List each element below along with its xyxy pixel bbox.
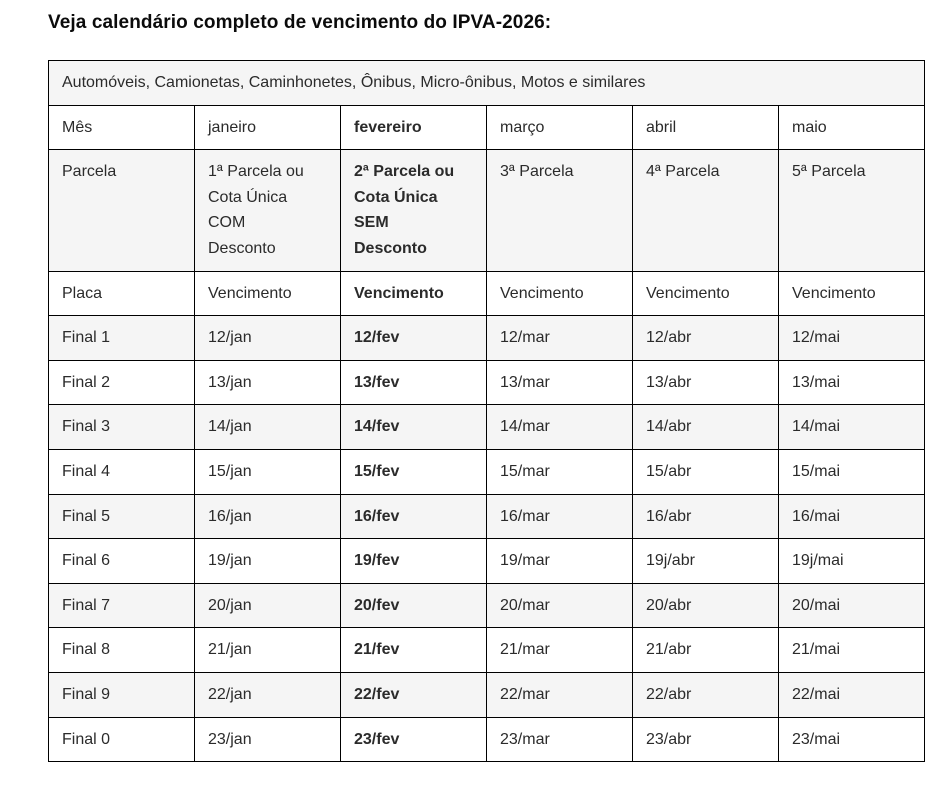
value-cell: 16/jan	[194, 493, 341, 540]
value-cell: 13/mar	[486, 359, 633, 406]
value-cell: 20/mai	[778, 582, 925, 629]
row-label-cell: Final 3	[48, 404, 195, 450]
value-cell: 21/abr	[632, 627, 779, 673]
value-cell: maio	[778, 104, 925, 151]
value-cell: 16/abr	[632, 493, 779, 540]
value-cell: 12/mai	[778, 315, 925, 361]
value-cell: 21/mar	[486, 627, 633, 673]
value-cell: 4ª Parcela	[632, 149, 779, 272]
value-cell: Vencimento	[340, 270, 487, 317]
row-label-cell: Final 4	[48, 448, 195, 495]
row-label-cell: Final 8	[48, 627, 195, 673]
table-row: Final 2 13/jan 13/fev 13/mar 13/abr 13/mai	[48, 359, 925, 406]
value-cell: 21/jan	[194, 627, 341, 673]
value-cell: 3ª Parcela	[486, 149, 633, 272]
value-cell: 14/fev	[340, 404, 487, 450]
table-row: Final 4 15/jan 15/fev 15/mar 15/abr 15/mai	[48, 448, 925, 495]
value-cell: 23/mar	[486, 716, 633, 763]
vehicle-types-caption-cell: Automóveis, Camionetas, Caminhonetes, Ôn…	[48, 60, 925, 106]
value-cell: 22/mar	[486, 671, 633, 718]
value-cell: 21/mai	[778, 627, 925, 673]
value-cell: 19/jan	[194, 538, 341, 584]
table-row: Final 6 19/jan 19/fev 19/mar 19j/abr 19j/mai	[48, 538, 925, 584]
value-cell: 2ª Parcela ou Cota Única SEM Desconto	[340, 149, 487, 272]
value-cell: 22/abr	[632, 671, 779, 718]
value-cell: Vencimento	[486, 270, 633, 317]
value-cell: 16/mar	[486, 493, 633, 540]
header-row: Mês janeiro fevereiro março abril maio	[48, 104, 925, 151]
value-cell: fevereiro	[340, 104, 487, 151]
value-cell: 13/abr	[632, 359, 779, 406]
value-cell: 19/mar	[486, 538, 633, 584]
value-cell: 22/mai	[778, 671, 925, 718]
value-cell: 15/fev	[340, 448, 487, 495]
row-label-cell: Mês	[48, 104, 195, 151]
table-row: Final 5 16/jan 16/fev 16/mar 16/abr 16/mai	[48, 493, 925, 540]
value-cell: 23/fev	[340, 716, 487, 763]
row-label-cell: Final 0	[48, 716, 195, 763]
table-row: Final 0 23/jan 23/fev 23/mar 23/abr 23/mai	[48, 716, 925, 763]
value-cell: 12/fev	[340, 315, 487, 361]
row-label-cell: Final 6	[48, 538, 195, 584]
row-label-cell: Final 1	[48, 315, 195, 361]
row-label-cell: Final 7	[48, 582, 195, 629]
vehicle-types-caption-row: Automóveis, Camionetas, Caminhonetes, Ôn…	[48, 60, 925, 106]
value-cell: 19j/mai	[778, 538, 925, 584]
value-cell: 20/jan	[194, 582, 341, 629]
value-cell: 20/fev	[340, 582, 487, 629]
value-cell: 15/mai	[778, 448, 925, 495]
table-row: Final 9 22/jan 22/fev 22/mar 22/abr 22/mai	[48, 671, 925, 718]
row-label-cell: Final 9	[48, 671, 195, 718]
value-cell: 16/mai	[778, 493, 925, 540]
ipva-calendar-table: Automóveis, Camionetas, Caminhonetes, Ôn…	[48, 60, 925, 763]
table-body: Automóveis, Camionetas, Caminhonetes, Ôn…	[48, 60, 925, 763]
value-cell: 19/fev	[340, 538, 487, 584]
value-cell: 23/jan	[194, 716, 341, 763]
row-label-cell: Final 5	[48, 493, 195, 540]
value-cell: Vencimento	[194, 270, 341, 317]
value-cell: 12/abr	[632, 315, 779, 361]
table-row: Final 8 21/jan 21/fev 21/mar 21/abr 21/mai	[48, 627, 925, 673]
value-cell: abril	[632, 104, 779, 151]
value-cell: 5ª Parcela	[778, 149, 925, 272]
value-cell: 14/abr	[632, 404, 779, 450]
row-label-cell: Parcela	[48, 149, 195, 272]
value-cell: 12/mar	[486, 315, 633, 361]
value-cell: 1ª Parcela ou Cota Única COM Desconto	[194, 149, 341, 272]
row-label-cell: Placa	[48, 270, 195, 317]
value-cell: 15/abr	[632, 448, 779, 495]
value-cell: março	[486, 104, 633, 151]
table-row: Final 1 12/jan 12/fev 12/mar 12/abr 12/mai	[48, 315, 925, 361]
value-cell: 14/jan	[194, 404, 341, 450]
table-row: Final 7 20/jan 20/fev 20/mar 20/abr 20/mai	[48, 582, 925, 629]
value-cell: 23/abr	[632, 716, 779, 763]
value-cell: 14/mar	[486, 404, 633, 450]
value-cell: 22/fev	[340, 671, 487, 718]
value-cell: Vencimento	[632, 270, 779, 317]
value-cell: janeiro	[194, 104, 341, 151]
value-cell: 13/jan	[194, 359, 341, 406]
value-cell: Vencimento	[778, 270, 925, 317]
value-cell: 13/fev	[340, 359, 487, 406]
value-cell: 20/mar	[486, 582, 633, 629]
value-cell: 21/fev	[340, 627, 487, 673]
value-cell: 22/jan	[194, 671, 341, 718]
header-row: Placa Vencimento Vencimento Vencimento Venci…	[48, 270, 925, 317]
value-cell: 19j/abr	[632, 538, 779, 584]
value-cell: 23/mai	[778, 716, 925, 763]
page-title: Veja calendário completo de vencimento d…	[48, 12, 552, 33]
value-cell: 15/mar	[486, 448, 633, 495]
value-cell: 15/jan	[194, 448, 341, 495]
value-cell: 20/abr	[632, 582, 779, 629]
value-cell: 13/mai	[778, 359, 925, 406]
value-cell: 16/fev	[340, 493, 487, 540]
value-cell: 12/jan	[194, 315, 341, 361]
value-cell: 14/mai	[778, 404, 925, 450]
row-label-cell: Final 2	[48, 359, 195, 406]
header-row: Parcela 1ª Parcela ou Cota Única COM Desc…	[48, 149, 925, 272]
table-row: Final 3 14/jan 14/fev 14/mar 14/abr 14/mai	[48, 404, 925, 450]
